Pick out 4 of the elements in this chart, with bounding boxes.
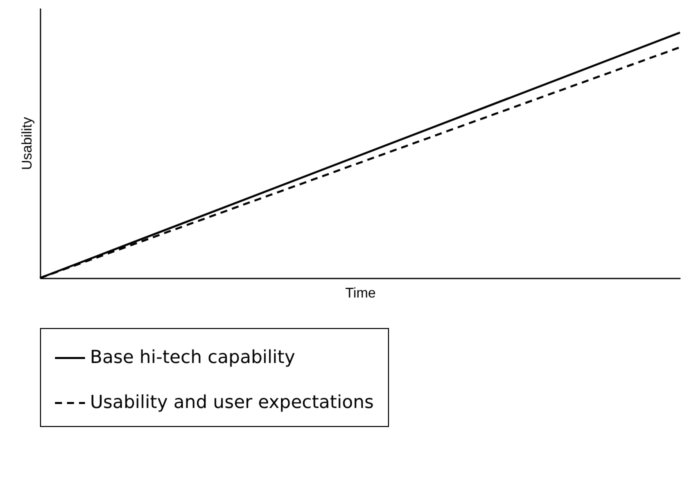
- legend-label: Usability and user expectations: [90, 392, 374, 413]
- y-axis-title: Usability: [18, 117, 34, 170]
- x-axis-title: Time: [345, 284, 376, 300]
- legend-label: Base hi-tech capability: [90, 347, 296, 368]
